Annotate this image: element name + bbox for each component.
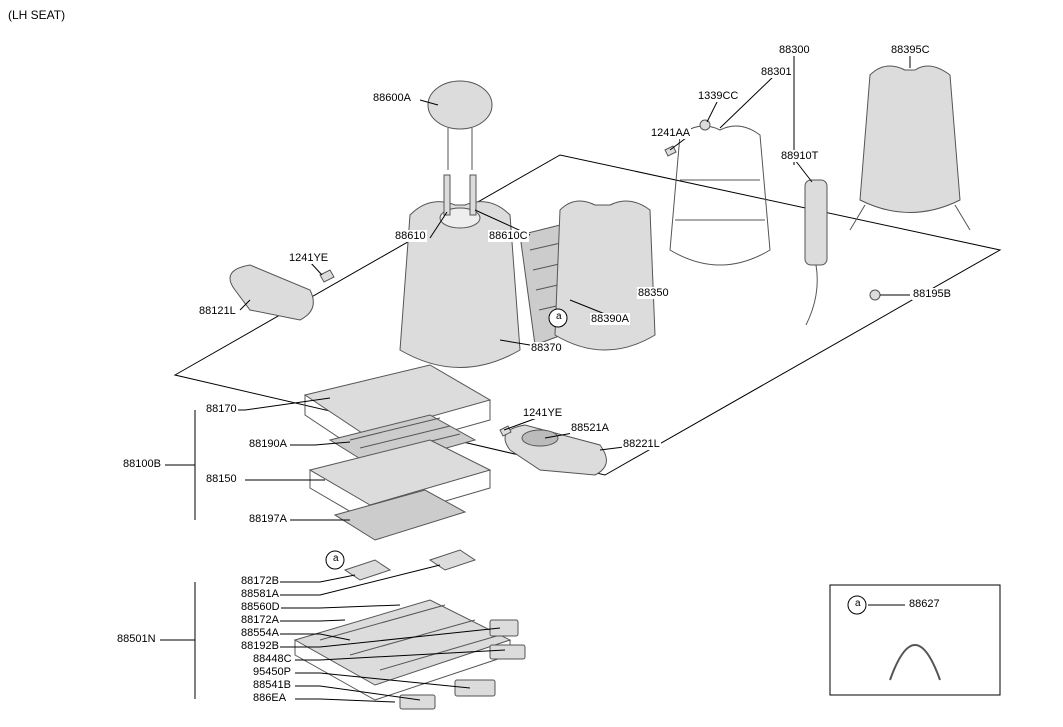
label-88300: 88300 xyxy=(778,44,811,56)
label-1241AA: 1241AA xyxy=(650,127,691,139)
label-1339CC: 1339CC xyxy=(697,90,739,102)
label-88221L: 88221L xyxy=(622,438,661,450)
legend-hogring xyxy=(890,645,940,680)
label-88172A: 88172A xyxy=(240,614,280,626)
label-88190A: 88190A xyxy=(248,438,288,450)
part-88197a xyxy=(335,490,465,540)
label-88600A: 88600A xyxy=(372,92,412,104)
label-88610C: 88610C xyxy=(488,230,529,242)
label-1241YE-1: 1241YE xyxy=(288,252,329,264)
part-back-board xyxy=(850,66,970,230)
part-airbag xyxy=(805,180,827,325)
diagram-svg xyxy=(0,0,1063,727)
label-88121L: 88121L xyxy=(198,305,237,317)
label-88390A: 88390A xyxy=(590,313,630,325)
label-88541B: 88541B xyxy=(252,679,292,691)
label-88170: 88170 xyxy=(205,403,238,415)
label-88195B: 88195B xyxy=(912,288,952,300)
label-88301: 88301 xyxy=(760,66,793,78)
annot-a-cushion-text: a xyxy=(332,553,340,564)
label-88192B: 88192B xyxy=(240,640,280,652)
label-886EA: 886EA xyxy=(252,692,287,704)
label-88560D: 88560D xyxy=(240,601,281,613)
part-nut-1339cc xyxy=(700,120,710,130)
label-88581A: 88581A xyxy=(240,588,280,600)
part-screw-1241ye-1 xyxy=(320,270,334,282)
label-88150: 88150 xyxy=(205,473,238,485)
part-back-cover-front xyxy=(400,202,520,368)
annot-a-back-text: a xyxy=(555,311,563,322)
part-bolt-88610 xyxy=(444,175,450,215)
part-back-cover-rear xyxy=(555,201,655,350)
part-back-frame xyxy=(670,126,770,265)
label-88610: 88610 xyxy=(394,230,427,242)
label-88448C: 88448C xyxy=(252,653,293,665)
legend-ref-text: a xyxy=(854,598,862,609)
label-88370: 88370 xyxy=(530,342,563,354)
label-88395C: 88395C xyxy=(890,44,931,56)
label-88350: 88350 xyxy=(637,287,670,299)
label-88521A: 88521A xyxy=(570,422,610,434)
label-95450P: 95450P xyxy=(252,666,292,678)
part-shield-outer xyxy=(230,265,313,320)
part-clip-88195b xyxy=(870,290,880,300)
label-1241YE-2: 1241YE xyxy=(522,407,563,419)
part-screw-1241aa xyxy=(665,146,676,156)
label-88197A: 88197A xyxy=(248,513,288,525)
label-88100B: 88100B xyxy=(122,458,162,470)
legend-part: 88627 xyxy=(908,598,941,610)
label-88554A: 88554A xyxy=(240,627,280,639)
label-88910T: 88910T xyxy=(780,150,819,162)
label-88172B: 88172B xyxy=(240,575,280,587)
label-88501N: 88501N xyxy=(116,633,157,645)
